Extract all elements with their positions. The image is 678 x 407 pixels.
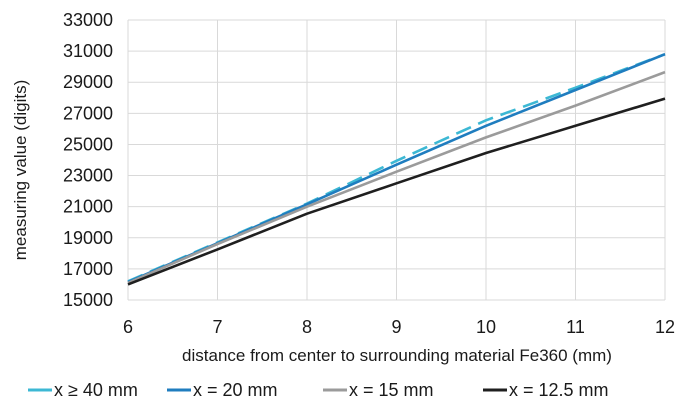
y-tick-label: 21000	[63, 197, 113, 217]
x-tick-label: 7	[212, 317, 222, 337]
series-lines	[127, 52, 666, 286]
y-tick-label: 23000	[63, 166, 113, 186]
y-tick-labels: 15000 17000 19000 21000 23000 25000 27000 29000…	[63, 10, 113, 310]
legend-label: x = 20 mm	[193, 380, 278, 400]
x-tick-label: 6	[123, 317, 133, 337]
legend: x ≥ 40 mm x = 20 mm x = 15 mm x = 12.5 mm	[28, 380, 609, 400]
series-line	[127, 97, 666, 286]
y-axis-label: measuring value (digits)	[11, 80, 30, 260]
legend-label: x ≥ 40 mm	[54, 380, 138, 400]
x-tick-label: 12	[655, 317, 675, 337]
y-tick-label: 31000	[63, 41, 113, 61]
y-tick-label: 15000	[63, 290, 113, 310]
x-tick-label: 10	[476, 317, 496, 337]
y-tick-label: 19000	[63, 228, 113, 248]
x-axis-label: distance from center to surrounding mate…	[182, 346, 612, 365]
x-tick-label: 8	[302, 317, 312, 337]
x-tick-labels: 6 7 8 9 10 11 12	[123, 317, 675, 337]
x-tick-label: 11	[566, 317, 585, 337]
series-line	[127, 70, 666, 285]
y-tick-label: 27000	[63, 103, 113, 123]
legend-label: x = 12.5 mm	[509, 380, 609, 400]
x-tick-label: 9	[391, 317, 401, 337]
y-tick-label: 17000	[63, 259, 113, 279]
legend-label: x = 15 mm	[349, 380, 434, 400]
y-tick-label: 29000	[63, 72, 113, 92]
y-tick-label: 25000	[63, 134, 113, 154]
y-tick-label: 33000	[63, 10, 113, 30]
grid	[127, 19, 666, 301]
